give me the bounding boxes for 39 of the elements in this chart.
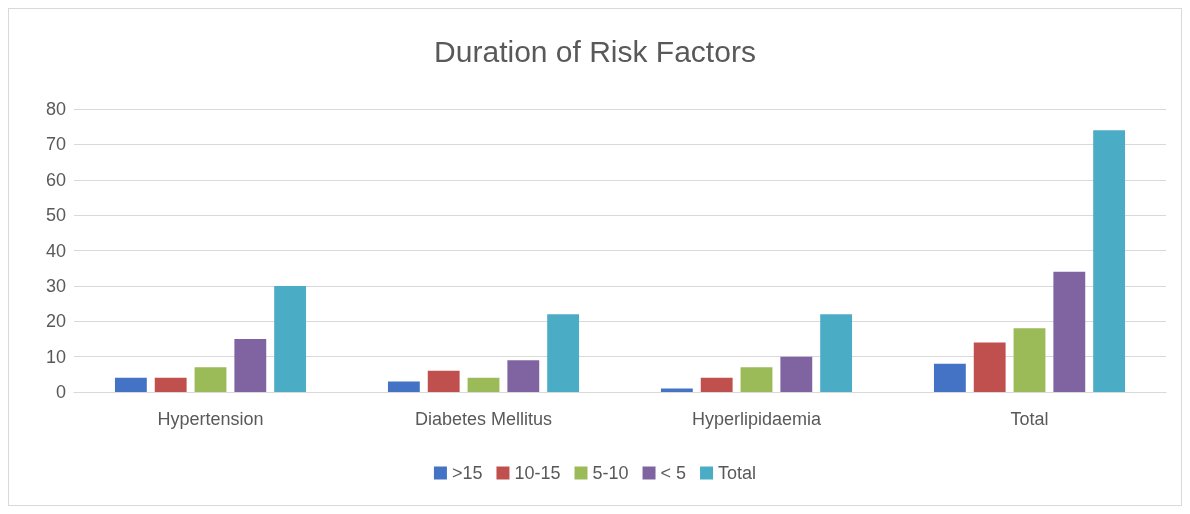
bar	[387, 381, 420, 392]
bar	[194, 367, 227, 392]
bar	[507, 360, 540, 392]
legend-label: >15	[451, 463, 483, 483]
x-tick-label: Total	[1010, 409, 1049, 429]
y-tick-label: 10	[45, 346, 66, 367]
bar	[1013, 328, 1046, 392]
bar	[933, 363, 966, 392]
x-tick-label: Hyperlipidaemia	[691, 409, 823, 429]
bar	[234, 338, 267, 392]
bar	[820, 314, 853, 392]
bar	[1053, 271, 1086, 392]
bar	[467, 377, 500, 392]
legend-label: < 5	[660, 463, 687, 483]
bar	[780, 356, 813, 392]
bar	[973, 342, 1006, 392]
y-tick-label: 20	[45, 311, 66, 332]
bar	[547, 314, 580, 392]
bar	[114, 377, 147, 392]
y-tick-label: 40	[45, 240, 66, 261]
y-tick-label: 0	[55, 382, 66, 402]
y-tick-label: 70	[45, 134, 66, 155]
y-tick-label: 60	[45, 169, 66, 190]
bar	[1093, 130, 1126, 392]
legend-label: 5-10	[592, 463, 629, 483]
bar	[427, 370, 460, 392]
x-tick-label: Hypertension	[157, 409, 264, 429]
bar	[700, 377, 733, 392]
y-tick-label: 50	[45, 205, 66, 226]
y-tick-label: 30	[45, 275, 66, 296]
bar	[274, 285, 307, 392]
bar	[660, 388, 693, 392]
chart-title: Duration of Risk Factors	[434, 34, 756, 68]
y-tick-label: 80	[45, 99, 66, 119]
bar	[740, 367, 773, 392]
bar	[154, 377, 187, 392]
legend-label: 10-15	[514, 463, 561, 483]
legend-label: Total	[718, 463, 757, 483]
x-tick-label: Diabetes Mellitus	[414, 409, 553, 429]
